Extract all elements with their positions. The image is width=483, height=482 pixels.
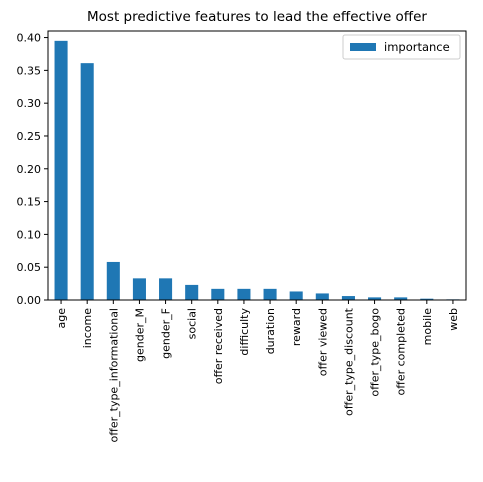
bar-5 [185, 284, 199, 300]
x-tick-label: social [186, 308, 199, 339]
y-tick-label: 0.25 [17, 130, 42, 143]
x-tick-label: income [81, 308, 94, 349]
plot-frame [47, 30, 467, 301]
legend-box [342, 34, 461, 60]
bar-9 [289, 291, 303, 300]
x-tick-label: gender_F [160, 308, 173, 359]
bar-3 [132, 278, 146, 300]
bar-2 [106, 261, 120, 300]
x-tick-label: offer_type_informational [107, 308, 120, 442]
x-tick-label: difficulty [238, 308, 251, 356]
x-tick-label: offer_type_discount [342, 307, 355, 416]
y-axis: 0.00 0.05 0.10 0.15 0.20 0.25 0.30 0.35 0.40 [17, 32, 48, 307]
bar-12 [368, 297, 382, 300]
y-tick-label: 0.30 [17, 97, 42, 110]
bar-1 [80, 63, 94, 301]
y-tick-label: 0.10 [17, 228, 42, 241]
legend-swatch [350, 43, 376, 51]
bar-10 [315, 293, 329, 300]
x-tick-label: reward [290, 308, 303, 346]
bar-0 [54, 40, 68, 301]
bar-13 [394, 297, 408, 300]
bar-11 [341, 296, 355, 300]
x-tick-label: mobile [421, 308, 434, 346]
y-tick-label: 0.40 [17, 32, 42, 45]
legend-label: importance [384, 40, 450, 54]
x-tick-label: offer viewed [316, 308, 329, 376]
bar-7 [237, 288, 251, 300]
bar-4 [159, 278, 173, 300]
bars-group [54, 40, 460, 301]
y-tick-label: 0.05 [17, 261, 42, 274]
x-tick-label: offer_type_bogo [369, 308, 382, 397]
y-tick-label: 0.20 [17, 163, 42, 176]
x-tick-label: offer received [212, 308, 225, 384]
y-tick-label: 0.35 [17, 64, 42, 77]
x-axis: age income offer_type_informational gender_… [55, 300, 460, 442]
bar-6 [211, 288, 225, 300]
y-tick-label: 0.15 [17, 196, 42, 209]
bar-8 [263, 288, 277, 300]
x-tick-label: duration [264, 308, 277, 354]
bar-14 [420, 298, 434, 300]
x-tick-label: offer completed [395, 308, 408, 395]
x-tick-label: gender_M [133, 308, 146, 362]
x-tick-label: age [55, 308, 68, 329]
y-tick-label: 0.00 [17, 294, 42, 307]
legend: importance [342, 34, 461, 60]
chart-title: Most predictive features to lead the eff… [87, 9, 427, 25]
x-tick-label: web [447, 308, 460, 331]
